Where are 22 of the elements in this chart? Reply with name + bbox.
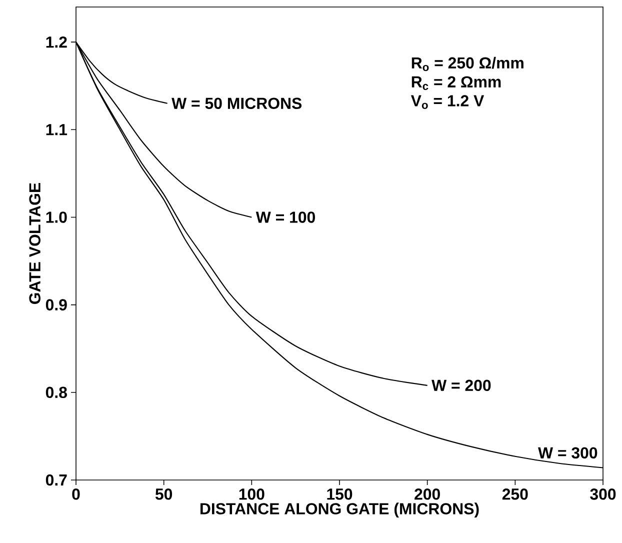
x-axis-title: DISTANCE ALONG GATE (MICRONS) (200, 502, 479, 518)
series-label: W = 200 (432, 380, 491, 392)
y-tick-label: 0.9 (46, 299, 67, 310)
y-tick-label: 1.1 (46, 124, 68, 136)
y-axis-title: GATE VOLTAGE (29, 183, 40, 304)
annotation: V$_{o}$ = 1.2 V (410, 95, 484, 109)
series-label: W = 50 MICRONS (172, 98, 302, 109)
x-tick-label: 200 (414, 488, 440, 500)
series-label: W = 100 (256, 212, 315, 223)
y-tick-label: 0.8 (46, 386, 67, 398)
annotation: R$_{c}$ = 2 Ωmm (412, 76, 501, 90)
annotation: R$_{o}$ = 250 Ω/mm (412, 56, 524, 72)
x-tick-label: 250 (502, 488, 528, 500)
y-tick-label: 1.0 (46, 212, 67, 223)
x-tick-label: 300 (590, 488, 616, 500)
y-tick-label: 1.2 (46, 36, 67, 48)
y-tick-label: 0.7 (46, 474, 67, 486)
x-tick-label: 100 (239, 488, 264, 500)
x-tick-label: 0 (72, 488, 80, 500)
x-tick-label: 50 (155, 488, 172, 500)
x-tick-label: 150 (327, 488, 352, 500)
series-label: W = 300 (538, 447, 598, 459)
